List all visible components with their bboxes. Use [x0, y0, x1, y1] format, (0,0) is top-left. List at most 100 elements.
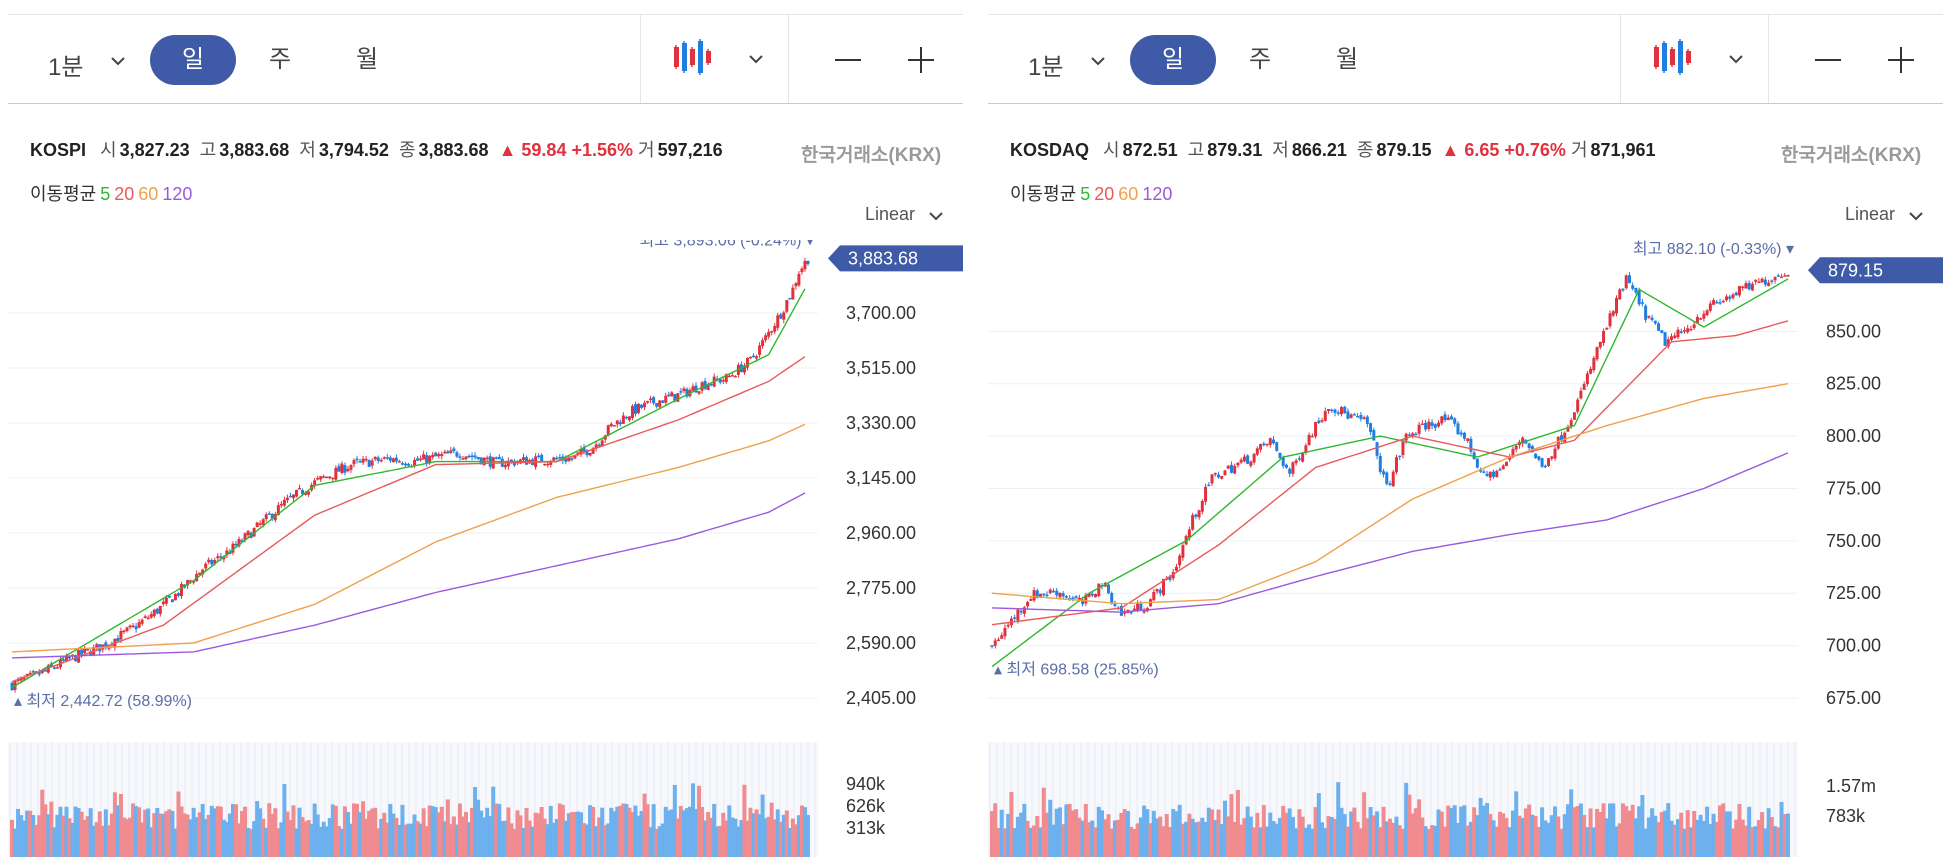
volume-bar	[1485, 803, 1490, 857]
candle	[1404, 433, 1408, 441]
candle	[476, 456, 480, 459]
volume-bar	[745, 820, 750, 857]
candle	[1605, 327, 1609, 330]
volume-bar	[1536, 826, 1541, 857]
volume-bar	[1206, 807, 1211, 857]
candle	[1679, 331, 1683, 333]
plus-icon[interactable]	[906, 45, 936, 75]
volume-bar	[433, 807, 438, 857]
candle	[1492, 471, 1496, 477]
price-chart[interactable]: 850.00 825.00 800.00 775.00 750.00 725.00 700.…	[988, 240, 1943, 760]
volume-bar	[1093, 827, 1098, 857]
candle	[1728, 296, 1732, 299]
volume-bar	[497, 803, 502, 857]
candle	[1702, 313, 1706, 319]
candle	[1077, 597, 1081, 600]
volume-bar	[230, 804, 235, 857]
candle	[1000, 635, 1004, 639]
candle	[1106, 584, 1110, 594]
interval-select[interactable]: 1분	[48, 54, 84, 81]
volume-bar	[769, 802, 774, 857]
candle	[785, 300, 789, 312]
candle	[1362, 417, 1366, 419]
candlestick-icon[interactable]	[1650, 39, 1694, 79]
candle	[1213, 472, 1217, 475]
candle	[724, 374, 728, 383]
candle	[1058, 592, 1062, 598]
candle	[334, 467, 338, 480]
volume-bar	[1048, 799, 1053, 857]
volume-bar	[288, 820, 293, 857]
candlestick-icon[interactable]	[670, 39, 714, 79]
volume-bar	[654, 828, 659, 857]
tab-period-0[interactable]: 일	[1130, 35, 1216, 85]
volume-bar	[1510, 810, 1515, 857]
index-symbol: KOSDAQ	[1010, 140, 1090, 160]
volume-bar	[94, 822, 99, 857]
tab-period-1[interactable]: 주	[1248, 46, 1272, 73]
candle	[1061, 593, 1065, 597]
volume-bar	[1219, 824, 1224, 857]
volume-bar	[1756, 819, 1761, 857]
volume-bar	[790, 818, 795, 857]
candle	[703, 380, 707, 389]
minus-icon[interactable]	[833, 45, 863, 75]
volume-bar	[1138, 817, 1143, 857]
volume-bar	[1675, 819, 1680, 857]
candle	[1026, 602, 1030, 607]
volume-bar	[672, 784, 677, 857]
volume-bar	[1087, 822, 1092, 857]
volume-bar	[76, 808, 81, 857]
candle	[173, 593, 177, 601]
volume-bar	[1468, 821, 1473, 857]
scale-select[interactable]: Linear	[865, 204, 916, 224]
plus-icon[interactable]	[1886, 45, 1916, 75]
candle	[1272, 439, 1276, 444]
candle	[633, 404, 637, 414]
volume-bar	[273, 808, 278, 857]
volume-bar	[191, 807, 196, 857]
scale-select[interactable]: Linear	[1845, 204, 1896, 224]
candle	[1294, 460, 1298, 464]
volume-bar	[352, 803, 357, 857]
minus-icon[interactable]	[1813, 45, 1843, 75]
candle	[612, 425, 616, 427]
candle	[358, 461, 362, 463]
candle	[161, 601, 165, 605]
candle	[1708, 303, 1712, 311]
volume-bar	[482, 817, 487, 857]
volume-bar	[233, 804, 238, 857]
tab-period-2[interactable]: 월	[1335, 46, 1359, 73]
volume-bar	[1737, 803, 1742, 857]
candle	[1090, 593, 1094, 596]
volume-bar	[521, 828, 526, 857]
tab-period-2[interactable]: 월	[355, 46, 379, 73]
candle	[1440, 416, 1444, 424]
candle	[1310, 435, 1314, 438]
volume-bar	[485, 807, 490, 857]
candle	[1284, 464, 1288, 468]
price-chart[interactable]: 3,700.00 3,515.00 3,330.00 3,145.00 2,960.00…	[8, 240, 963, 760]
volume-bar	[1112, 820, 1117, 857]
volume-bar	[1614, 826, 1619, 857]
volume-bar	[1171, 808, 1176, 857]
tab-period-0[interactable]: 일	[150, 35, 236, 85]
volume-bar	[1155, 818, 1160, 857]
candle	[706, 384, 710, 390]
interval-select[interactable]: 1분	[1028, 54, 1064, 81]
volume-bar	[1549, 815, 1554, 857]
moving-average-legend: 이동평균 5 20 60 120	[30, 180, 192, 206]
volume-bar	[34, 824, 39, 857]
volume-bar	[1316, 793, 1321, 857]
volume-bar	[176, 791, 181, 857]
tab-period-1[interactable]: 주	[268, 46, 292, 73]
candle	[1262, 443, 1266, 446]
volume-bar	[128, 817, 133, 857]
volume-bar	[88, 808, 93, 857]
volume-bar	[200, 803, 205, 857]
volume-bar	[439, 806, 444, 857]
volume-bar	[796, 815, 801, 857]
volume-bar	[1287, 808, 1292, 857]
volume-bar	[603, 825, 608, 857]
volume-bar	[131, 803, 136, 857]
